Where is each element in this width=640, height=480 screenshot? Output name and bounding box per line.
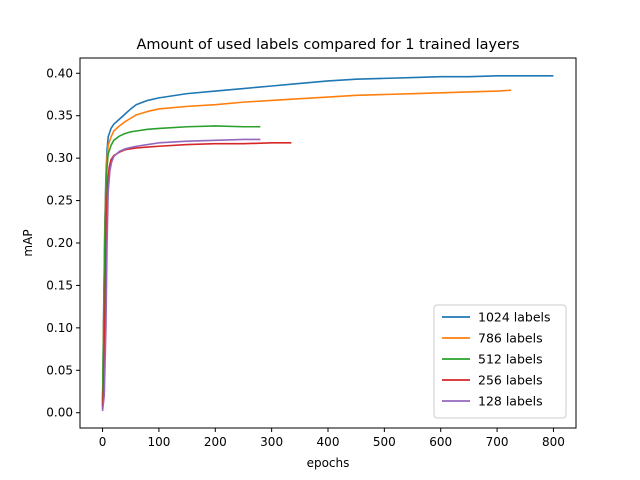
y-tick-label: 0.10: [46, 321, 73, 335]
y-tick-label: 0.20: [46, 236, 73, 250]
x-tick-label: 800: [542, 435, 565, 449]
x-tick-label: 300: [260, 435, 283, 449]
series-line-2: [101, 125, 261, 408]
x-tick-label: 200: [204, 435, 227, 449]
legend-label: 256 labels: [478, 373, 543, 388]
y-tick-label: 0.40: [46, 66, 73, 80]
x-axis: 0 100 200 300 400 500 600 700 800: [99, 428, 565, 449]
x-tick-label: 100: [147, 435, 170, 449]
y-tick-label: 0.05: [46, 363, 73, 377]
legend-label: 512 labels: [478, 352, 543, 367]
legend-label: 128 labels: [478, 394, 543, 409]
y-axis-label: mAP: [21, 229, 35, 256]
x-tick-label: 500: [373, 435, 396, 449]
x-tick-label: 400: [317, 435, 340, 449]
y-axis: 0.00 0.05 0.10 0.15 0.20 0.25 0.30 0.35 0.40: [46, 66, 80, 420]
legend: 1024 labels 786 labels 512 labels 256 label…: [433, 304, 567, 419]
series-line-4: [101, 138, 261, 412]
x-tick-label: 0: [99, 435, 107, 449]
y-tick-label: 0.25: [46, 194, 73, 208]
series-line-0: [101, 75, 554, 405]
y-tick-label: 0.35: [46, 109, 73, 123]
legend-label: 1024 labels: [478, 310, 551, 325]
chart-title: Amount of used labels compared for 1 tra…: [136, 37, 519, 53]
x-tick-label: 700: [486, 435, 509, 449]
x-tick-label: 600: [429, 435, 452, 449]
legend-label: 786 labels: [478, 331, 543, 346]
x-axis-label: epochs: [307, 456, 350, 470]
y-tick-label: 0.00: [46, 406, 73, 420]
y-tick-label: 0.15: [46, 278, 73, 292]
y-tick-label: 0.30: [46, 151, 73, 165]
plot-area: [101, 75, 554, 412]
legend-box: [433, 304, 567, 419]
